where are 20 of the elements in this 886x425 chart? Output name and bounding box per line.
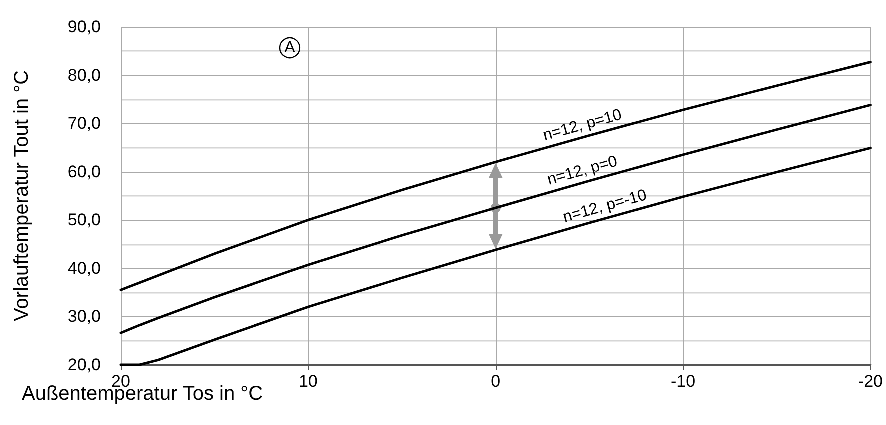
y-tick-label: 90,0	[68, 18, 101, 36]
x-tick-label: -10	[670, 372, 696, 391]
annotation: A	[284, 40, 296, 56]
line-series	[120, 104, 872, 334]
y-tick-label: 40,0	[68, 258, 101, 278]
line-series	[120, 61, 872, 292]
x-tick-label: -20	[858, 372, 884, 391]
y-axis-title: Vorlauftemperatur Tout in °C	[11, 70, 33, 322]
annotation: n=12, p=0	[546, 153, 620, 189]
y-tick-label: 50,0	[68, 210, 101, 230]
annotation: n=12, p=-10	[561, 186, 650, 226]
y-tick-label: 80,0	[68, 66, 101, 85]
line-series	[120, 146, 872, 366]
x-tick-label: 0	[491, 372, 501, 391]
y-tick-label: 70,0	[68, 114, 101, 134]
x-tick-label: 10	[298, 372, 318, 391]
y-tick-label: 60,0	[68, 162, 101, 182]
y-tick-label: 30,0	[68, 307, 101, 326]
annotation: n=12, p=10	[541, 106, 624, 145]
y-tick-label: 20,0	[68, 356, 101, 374]
